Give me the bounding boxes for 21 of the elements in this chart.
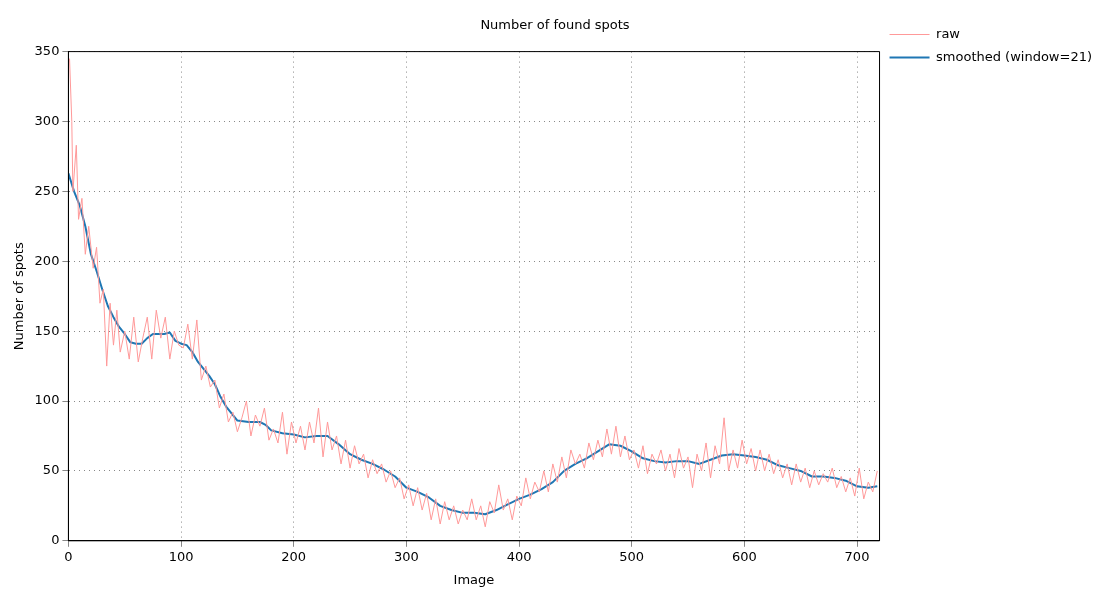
legend-label: raw	[936, 25, 961, 41]
x-tick-label: 500	[619, 548, 645, 564]
x-axis-title: Image	[453, 571, 495, 587]
x-tick-label: 100	[168, 548, 194, 564]
y-tick-label: 250	[34, 182, 60, 198]
y-tick-label: 200	[34, 252, 60, 268]
y-tick-label: 0	[51, 532, 60, 548]
x-tick-label: 600	[731, 548, 757, 564]
y-tick-label: 150	[34, 322, 60, 338]
x-tick-label: 200	[281, 548, 307, 564]
y-tick-label: 300	[34, 112, 60, 128]
y-tick-label: 100	[34, 392, 60, 408]
y-tick-label: 50	[42, 462, 60, 478]
x-tick-label: 700	[844, 548, 870, 564]
y-tick-label: 350	[34, 42, 60, 58]
chart-title: Number of found spots	[480, 17, 630, 33]
y-axis-title: Number of spots	[11, 242, 27, 351]
x-tick-label: 0	[64, 548, 73, 564]
x-tick-label: 300	[393, 548, 419, 564]
legend-label: smoothed (window=21)	[936, 48, 1093, 64]
x-tick-label: 400	[506, 548, 532, 564]
